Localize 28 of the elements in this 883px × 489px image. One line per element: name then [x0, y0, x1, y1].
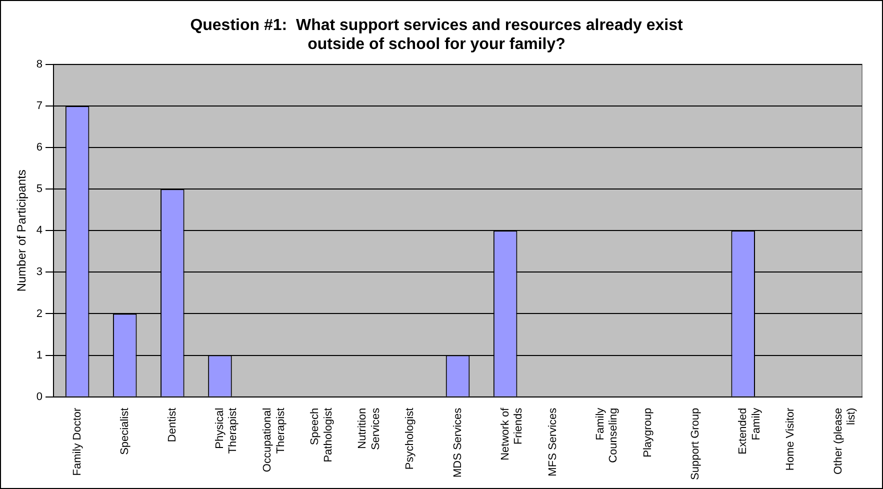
y-axis-title: Number of Participants: [14, 170, 29, 292]
y-tick-label: 4: [36, 224, 43, 237]
x-tick-label: Psychologist: [404, 408, 416, 470]
x-tick-label: Network of Friends: [499, 406, 525, 460]
x-tick-label: Physical Therapist: [214, 408, 240, 454]
y-tick-label: 5: [36, 183, 43, 196]
y-tick-label: 6: [36, 142, 43, 154]
x-tick-label: Support Group: [690, 408, 702, 480]
x-tick-label: Occupational Therapist: [262, 408, 287, 472]
y-tick-label: 2: [36, 308, 43, 320]
x-tick-label: Family Counseling: [594, 407, 620, 463]
y-tick-label: 1: [36, 349, 43, 362]
x-tick-label: MFS Services: [546, 407, 559, 476]
x-tick-label: Home Visitor: [784, 408, 797, 471]
x-tick-label: Nutrition Services: [356, 407, 382, 450]
x-tick-label: Dentist: [166, 408, 178, 442]
x-tick-label: Other (please list): [832, 408, 858, 474]
y-tick-label: 0: [36, 390, 43, 403]
chart-title: Question #1: What support services and resources already exist outside of school for your family?: [190, 17, 684, 54]
x-tick-label: Family Doctor: [71, 408, 84, 476]
x-tick-label: Specialist: [118, 408, 131, 455]
x-tick-label: MDS Services: [452, 407, 464, 478]
x-tick-label: Extended Family: [737, 407, 762, 454]
x-tick-label: Speech Pathologist: [309, 408, 334, 462]
x-tick-label: Playgroup: [642, 408, 654, 458]
y-tick-label: 7: [36, 100, 43, 112]
y-tick-label: 8: [36, 58, 43, 70]
y-tick-label: 3: [36, 266, 43, 278]
